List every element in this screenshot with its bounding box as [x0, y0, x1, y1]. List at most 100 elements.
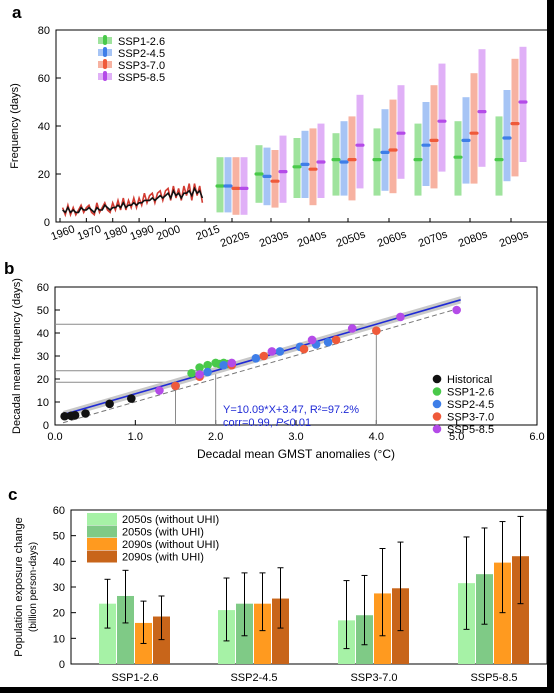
- mean-marker: [331, 158, 341, 162]
- y-tick-label: 30: [37, 351, 49, 363]
- x-category-label: SSP3-7.0: [350, 672, 397, 684]
- mean-marker: [278, 170, 288, 174]
- x-tick-label: 5.0: [449, 431, 464, 443]
- scatter-point: [203, 360, 212, 370]
- range-bar: [478, 49, 486, 167]
- historical-line-black: [62, 186, 204, 214]
- range-bar: [438, 63, 446, 172]
- x-tick-label: 2030s: [258, 228, 291, 250]
- y-tick-label: 80: [38, 25, 50, 37]
- one-to-one-dashed-line: [62, 307, 461, 424]
- y-tick-label: 10: [37, 397, 49, 409]
- y-tick-label: 0: [44, 217, 50, 229]
- legend-label: 2090s (without UHI): [122, 539, 219, 551]
- mean-marker: [453, 155, 463, 159]
- y-tick-label: 10: [53, 633, 65, 645]
- legend-marker: [103, 35, 107, 45]
- range-bar: [356, 94, 364, 189]
- y-tick-label: 40: [37, 328, 49, 340]
- scatter-point: [372, 326, 381, 336]
- x-tick-label: 1.0: [128, 431, 143, 443]
- scatter-point: [323, 337, 333, 347]
- mean-marker: [262, 174, 272, 178]
- bar: [272, 598, 289, 664]
- scatter-point: [331, 335, 341, 345]
- legend-label: 2050s (with UHI): [122, 527, 204, 539]
- scatter-point: [81, 409, 90, 418]
- legend-label: SSP3-7.0: [447, 412, 494, 424]
- panel-c-chart: 0 10 20 30 40 50 60 Population exposure change(…: [13, 505, 548, 684]
- x-tick-label: 0.0: [47, 431, 62, 443]
- y-tick-label: 50: [37, 305, 49, 317]
- mean-marker: [494, 158, 504, 162]
- legend-label: SSP5-8.5: [118, 72, 165, 84]
- x-tick-label: 3.0: [288, 431, 303, 443]
- x-tick-label: 2060s: [376, 228, 409, 250]
- mean-marker: [380, 150, 390, 154]
- mean-marker: [421, 143, 431, 147]
- legend-label: 2090s (with UHI): [122, 552, 204, 564]
- mean-marker: [469, 131, 479, 135]
- legend-marker: [432, 399, 442, 409]
- y-tick-label: 60: [53, 505, 65, 517]
- bar: [254, 603, 271, 664]
- x-tick-label: 1960: [49, 223, 76, 243]
- mean-marker: [339, 160, 349, 164]
- scatter-point: [267, 347, 277, 356]
- panel-a-chart: 0 20 40 60 80 Frequency (days) 1960 1970 1980 199…: [9, 25, 551, 250]
- mean-marker: [292, 165, 302, 169]
- mean-marker: [316, 160, 326, 164]
- x-axis-label: Decadal mean GMST anomalies (°C): [197, 447, 395, 461]
- bar: [117, 595, 134, 664]
- legend-marker: [103, 71, 107, 81]
- range-bar: [381, 109, 389, 191]
- x-tick-label: 2000: [155, 223, 182, 243]
- mean-marker: [355, 143, 365, 147]
- bottom-edge-bar: [0, 687, 554, 693]
- mean-marker: [300, 162, 310, 166]
- legend-swatch: [87, 550, 117, 563]
- y-tick-label: 20: [38, 169, 50, 181]
- mean-marker: [413, 158, 423, 162]
- range-bar: [240, 157, 248, 215]
- mean-marker: [388, 148, 398, 152]
- x-tick-label: 1980: [102, 223, 129, 243]
- panel-label-c: c: [8, 485, 17, 504]
- range-bar: [373, 128, 381, 196]
- legend-marker: [103, 59, 107, 69]
- y-tick-label: 50: [53, 531, 65, 543]
- y-tick-label: 0: [59, 659, 65, 671]
- x-tick-label: 4.0: [369, 431, 384, 443]
- x-tick-label: 1970: [76, 223, 103, 243]
- scatter-point: [307, 335, 317, 345]
- scatter-point: [127, 394, 136, 403]
- x-tick-label: 2090s: [498, 228, 531, 250]
- scatter-point: [275, 347, 285, 356]
- x-tick-label: 6.0: [529, 431, 544, 443]
- legend-label: Historical: [447, 374, 492, 386]
- mean-marker: [239, 186, 249, 190]
- scatter-point: [195, 363, 204, 372]
- range-bar: [495, 116, 503, 196]
- mean-marker: [502, 136, 512, 140]
- panel-label-b: b: [4, 259, 14, 278]
- right-edge-bar: [547, 0, 554, 693]
- scatter-point: [259, 351, 269, 361]
- mean-marker: [461, 138, 471, 142]
- mean-marker: [308, 167, 318, 171]
- range-bar: [430, 85, 438, 189]
- legend-marker: [432, 412, 442, 421]
- legend-label: SSP1-2.6: [118, 36, 165, 48]
- y-axis-label: Frequency (days): [9, 83, 21, 169]
- legend-label: SSP5-8.5: [447, 424, 494, 436]
- fit-correlation: corr=0.99, P<0.01: [223, 417, 311, 429]
- legend-label: SSP2-4.5: [447, 399, 494, 411]
- range-bar: [389, 99, 397, 194]
- mean-marker: [429, 138, 439, 142]
- scatter-point: [299, 344, 309, 354]
- scatter-point: [347, 324, 357, 333]
- range-bar: [503, 90, 511, 182]
- bar: [99, 603, 116, 664]
- panel-b-chart: 0 10 20 30 40 50 60 0.0 1.0 2.0 3.0 4.0 5.0 6.0 Decada…: [11, 278, 545, 461]
